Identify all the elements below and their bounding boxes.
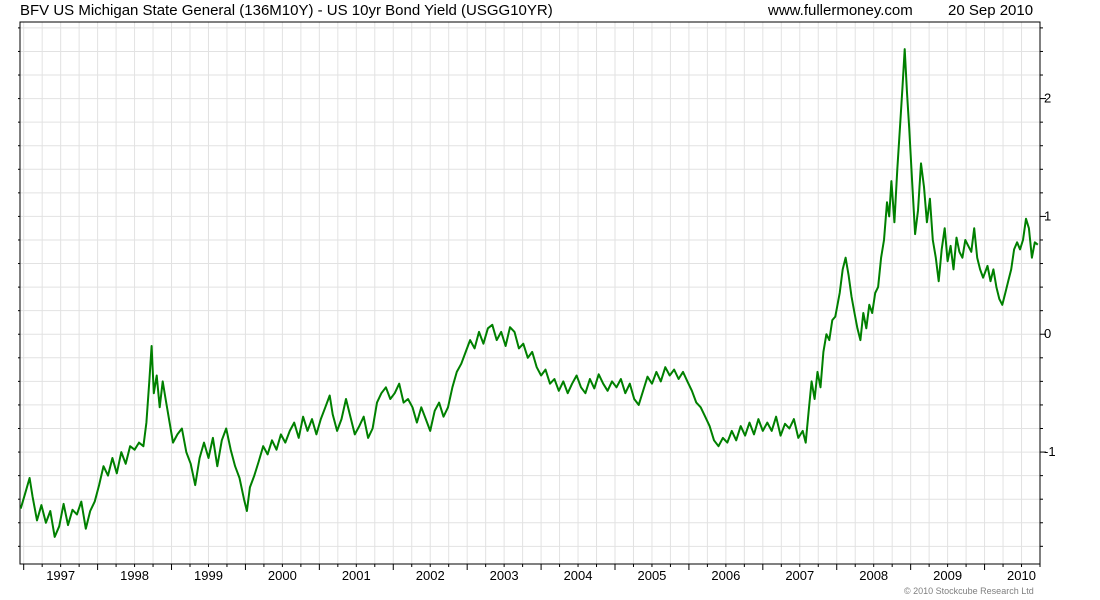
x-tick-label: 2000 bbox=[268, 568, 297, 583]
chart-title: BFV US Michigan State General (136M10Y) … bbox=[20, 2, 553, 19]
copyright-notice: © 2010 Stockcube Research Ltd bbox=[904, 586, 1034, 596]
x-tick-label: 2010 bbox=[1007, 568, 1036, 583]
x-tick-label: 2009 bbox=[933, 568, 962, 583]
x-tick-label: 2008 bbox=[859, 568, 888, 583]
source-url[interactable]: www.fullermoney.com bbox=[768, 2, 913, 19]
x-tick-label: 2002 bbox=[416, 568, 445, 583]
y-tick-label: -1 bbox=[1044, 444, 1056, 459]
x-tick-label: 2004 bbox=[564, 568, 593, 583]
axis-ticks bbox=[18, 27, 1046, 570]
x-tick-label: 1999 bbox=[194, 568, 223, 583]
chart-date: 20 Sep 2010 bbox=[948, 2, 1034, 19]
y-tick-label: 1 bbox=[1044, 208, 1051, 223]
x-tick-label: 2005 bbox=[637, 568, 666, 583]
x-tick-label: 2007 bbox=[785, 568, 814, 583]
x-tick-label: 1998 bbox=[120, 568, 149, 583]
chart-grid bbox=[20, 22, 1041, 564]
series-line bbox=[19, 48, 1039, 538]
x-axis-labels: 1997 1998 1999 2000 2001 2002 2003 2004 2005 2006… bbox=[46, 568, 1036, 583]
x-tick-label: 2001 bbox=[342, 568, 371, 583]
y-axis-labels: -1 0 1 2 bbox=[1044, 91, 1056, 459]
x-tick-label: 2003 bbox=[490, 568, 519, 583]
y-tick-label: 2 bbox=[1044, 91, 1051, 106]
x-tick-label: 1997 bbox=[46, 568, 75, 583]
x-tick-label: 2006 bbox=[711, 568, 740, 583]
plot-frame bbox=[19, 21, 1041, 565]
y-tick-label: 0 bbox=[1044, 326, 1051, 341]
